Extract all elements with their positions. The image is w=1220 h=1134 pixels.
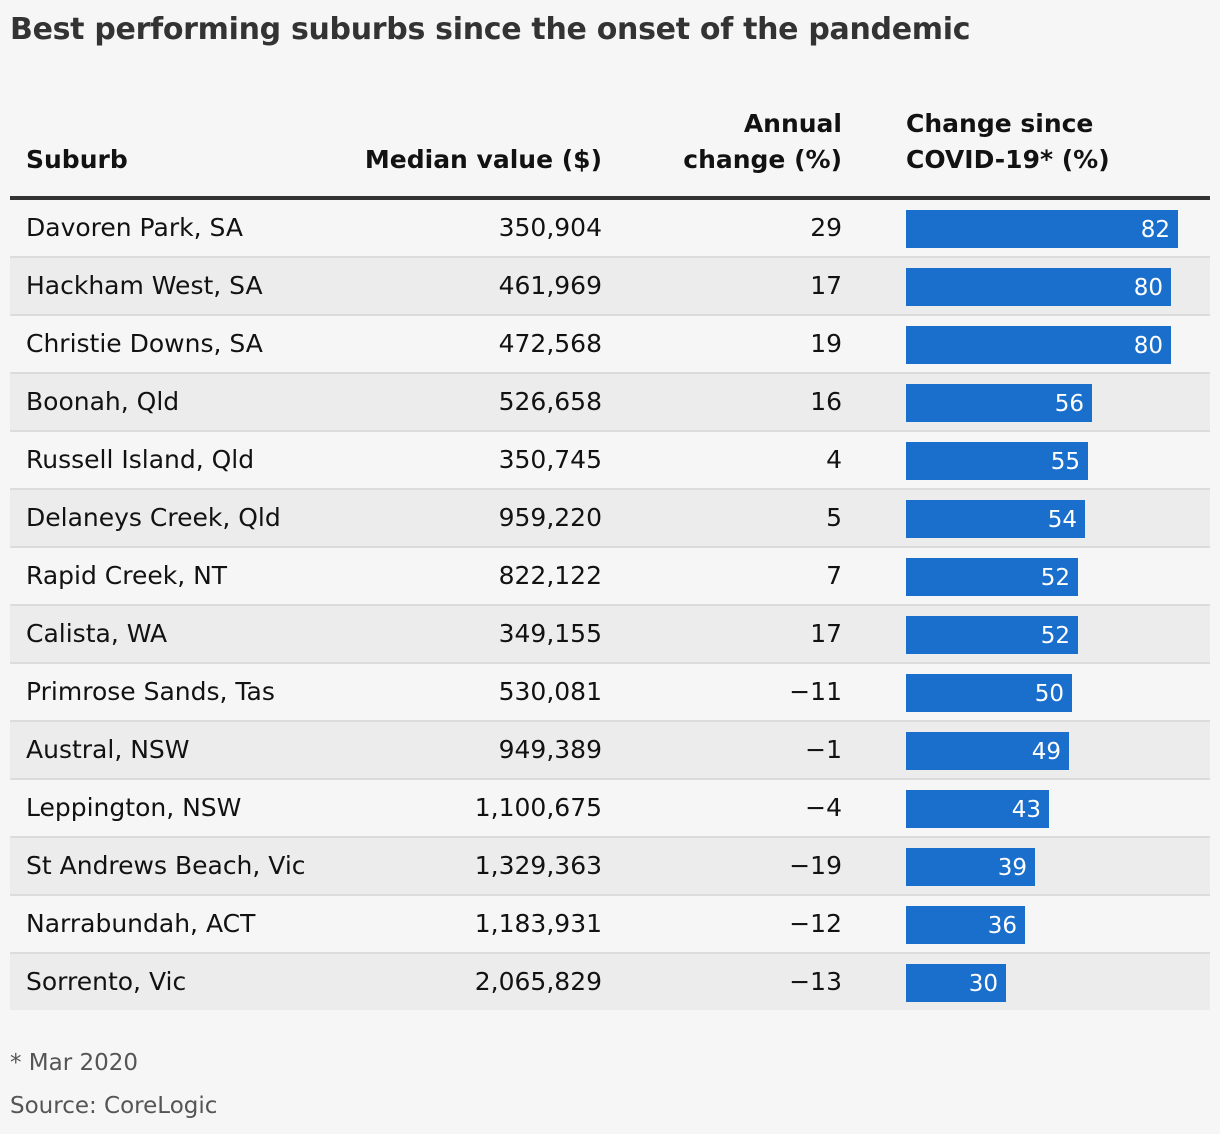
header-change-since-covid: Change since COVID-19* (%) xyxy=(906,106,1110,178)
table-row: Delaneys Creek, Qld 959,220 5 54 xyxy=(10,488,1210,546)
cell-suburb: Sorrento, Vic xyxy=(26,967,187,996)
cell-median-value: 2,065,829 xyxy=(474,967,602,996)
cell-suburb: Leppington, NSW xyxy=(26,793,242,822)
cell-median-value: 461,969 xyxy=(498,271,602,300)
cell-annual-change: 19 xyxy=(810,329,842,358)
cell-median-value: 949,389 xyxy=(498,735,602,764)
chart-title: Best performing suburbs since the onset … xyxy=(10,12,971,47)
table-body: Davoren Park, SA 350,904 29 82 Hackham West,… xyxy=(10,200,1210,1010)
header-annual-change: Annual change (%) xyxy=(683,106,842,178)
cell-annual-change: 17 xyxy=(810,271,842,300)
source-note: Source: CoreLogic xyxy=(10,1093,218,1119)
change-bar: 52 xyxy=(906,616,1078,654)
table-row: St Andrews Beach, Vic 1,329,363 −19 39 xyxy=(10,836,1210,894)
header-change-line1: Change since xyxy=(906,109,1094,138)
cell-median-value: 1,329,363 xyxy=(474,851,602,880)
cell-median-value: 350,745 xyxy=(498,445,602,474)
table-row: Rapid Creek, NT 822,122 7 52 xyxy=(10,546,1210,604)
cell-annual-change: 4 xyxy=(826,445,842,474)
cell-suburb: Davoren Park, SA xyxy=(26,213,243,242)
header-annual-change-line2: change (%) xyxy=(683,145,842,174)
cell-suburb: Primrose Sands, Tas xyxy=(26,677,275,706)
cell-median-value: 1,183,931 xyxy=(474,909,602,938)
header-annual-change-line1: Annual xyxy=(743,109,842,138)
table-row: Davoren Park, SA 350,904 29 82 xyxy=(10,200,1210,256)
cell-median-value: 350,904 xyxy=(498,213,602,242)
cell-median-value: 472,568 xyxy=(498,329,602,358)
cell-suburb: Calista, WA xyxy=(26,619,168,648)
cell-annual-change: 5 xyxy=(826,503,842,532)
cell-median-value: 349,155 xyxy=(498,619,602,648)
change-bar: 82 xyxy=(906,210,1178,248)
footnote: * Mar 2020 xyxy=(10,1050,139,1076)
cell-suburb: Hackham West, SA xyxy=(26,271,263,300)
cell-median-value: 959,220 xyxy=(498,503,602,532)
cell-suburb: Russell Island, Qld xyxy=(26,445,255,474)
data-table: Suburb Median value ($) Annual change (%… xyxy=(10,100,1210,1010)
table-row: Christie Downs, SA 472,568 19 80 xyxy=(10,314,1210,372)
cell-annual-change: 17 xyxy=(810,619,842,648)
cell-suburb: Delaneys Creek, Qld xyxy=(26,503,281,532)
table-header: Suburb Median value ($) Annual change (%… xyxy=(10,100,1210,200)
cell-suburb: Boonah, Qld xyxy=(26,387,180,416)
change-bar: 56 xyxy=(906,384,1092,422)
cell-annual-change: 29 xyxy=(810,213,842,242)
cell-median-value: 1,100,675 xyxy=(474,793,602,822)
change-bar: 49 xyxy=(906,732,1069,770)
cell-annual-change: −13 xyxy=(789,967,842,996)
change-bar: 80 xyxy=(906,326,1171,364)
cell-suburb: Christie Downs, SA xyxy=(26,329,263,358)
change-bar: 36 xyxy=(906,906,1025,944)
table-row: Calista, WA 349,155 17 52 xyxy=(10,604,1210,662)
cell-annual-change: 7 xyxy=(826,561,842,590)
cell-annual-change: −1 xyxy=(805,735,842,764)
cell-median-value: 526,658 xyxy=(498,387,602,416)
table-row: Narrabundah, ACT 1,183,931 −12 36 xyxy=(10,894,1210,952)
header-change-line2: COVID-19* (%) xyxy=(906,145,1110,174)
change-bar: 50 xyxy=(906,674,1072,712)
table-row: Austral, NSW 949,389 −1 49 xyxy=(10,720,1210,778)
header-median-value: Median value ($) xyxy=(364,145,602,174)
cell-annual-change: −11 xyxy=(789,677,842,706)
change-bar: 30 xyxy=(906,964,1006,1002)
table-row: Russell Island, Qld 350,745 4 55 xyxy=(10,430,1210,488)
cell-median-value: 530,081 xyxy=(498,677,602,706)
change-bar: 55 xyxy=(906,442,1088,480)
table-row: Hackham West, SA 461,969 17 80 xyxy=(10,256,1210,314)
cell-suburb: Rapid Creek, NT xyxy=(26,561,228,590)
cell-suburb: Narrabundah, ACT xyxy=(26,909,256,938)
table-row: Leppington, NSW 1,100,675 −4 43 xyxy=(10,778,1210,836)
cell-suburb: St Andrews Beach, Vic xyxy=(26,851,306,880)
change-bar: 52 xyxy=(906,558,1078,596)
change-bar: 43 xyxy=(906,790,1049,828)
change-bar: 80 xyxy=(906,268,1171,306)
change-bar: 39 xyxy=(906,848,1035,886)
table-row: Boonah, Qld 526,658 16 56 xyxy=(10,372,1210,430)
cell-annual-change: 16 xyxy=(810,387,842,416)
cell-annual-change: −4 xyxy=(805,793,842,822)
header-suburb: Suburb xyxy=(26,145,128,174)
cell-median-value: 822,122 xyxy=(498,561,602,590)
cell-annual-change: −19 xyxy=(789,851,842,880)
cell-annual-change: −12 xyxy=(789,909,842,938)
change-bar: 54 xyxy=(906,500,1085,538)
table-row: Sorrento, Vic 2,065,829 −13 30 xyxy=(10,952,1210,1010)
table-row: Primrose Sands, Tas 530,081 −11 50 xyxy=(10,662,1210,720)
cell-suburb: Austral, NSW xyxy=(26,735,190,764)
